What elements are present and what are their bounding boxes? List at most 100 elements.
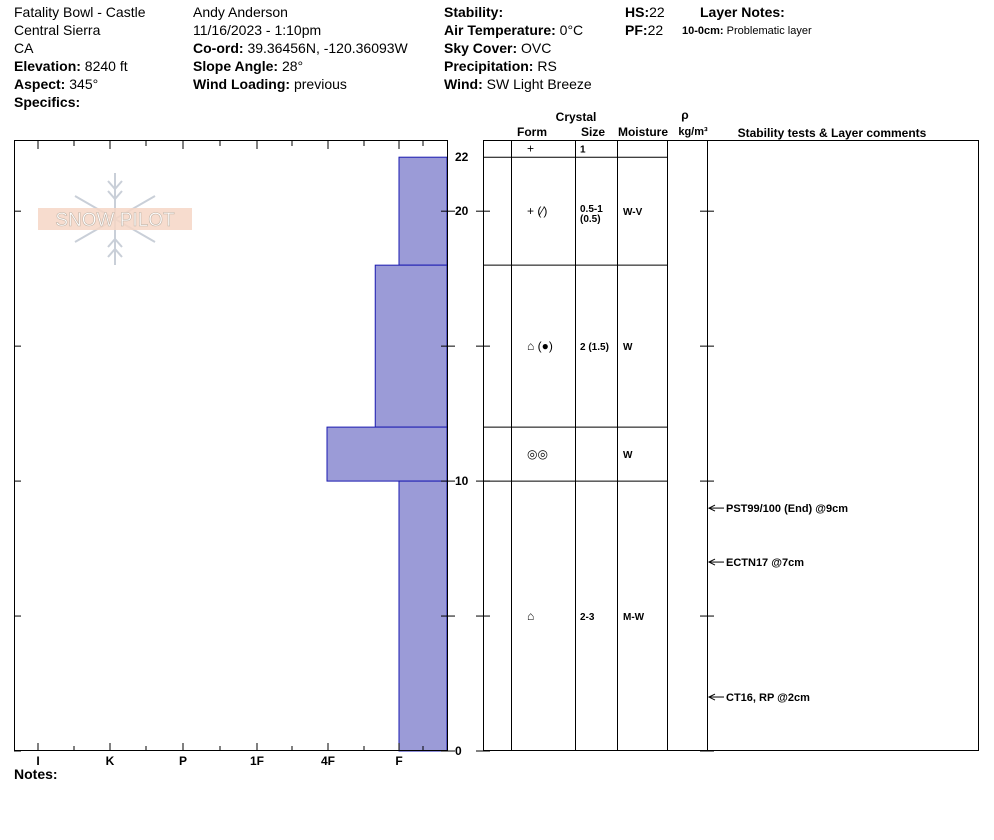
- layer-row-2: ⌂ (●) 2 (1.5) W: [527, 339, 633, 353]
- y-tick-label-0: 0: [455, 744, 462, 758]
- x-tick-label-I: I: [36, 754, 39, 768]
- snowpilot-logo-text: SNOW PILOT: [55, 210, 175, 231]
- layer-size-0: 1: [580, 145, 586, 156]
- slope-value: 28°: [281, 58, 304, 74]
- layer-form-1: + (⁄): [527, 204, 547, 218]
- layer-size-4: 2-3: [580, 612, 595, 623]
- air-temp-row: Air Temperature: 0°C: [444, 21, 583, 39]
- air-temp-value: 0°C: [559, 22, 584, 38]
- aspect-label: Aspect:: [14, 76, 66, 92]
- layer-note-text: Problematic layer: [726, 25, 812, 37]
- slope-label: Slope Angle:: [193, 58, 279, 74]
- layer-form-0: +: [527, 142, 534, 156]
- aspect-row: Aspect: 345°: [14, 75, 98, 93]
- layer-moisture-1: W-V: [623, 207, 643, 218]
- specifics-label: Specifics:: [14, 94, 81, 110]
- elevation-row: Elevation: 8240 ft: [14, 57, 128, 75]
- layer-size-2: 2 (1.5): [580, 342, 609, 353]
- coord-row: Co-ord: 39.36456N, -120.36093W: [193, 39, 408, 57]
- layer-note-row: 10-0cm: Problematic layer: [682, 22, 812, 40]
- wind-row: Wind: SW Light Breeze: [444, 75, 592, 93]
- form-header: Form: [517, 125, 547, 139]
- sky-cover-label: Sky Cover:: [444, 40, 518, 56]
- region-text: Central Sierra: [14, 22, 101, 38]
- layer-note-range: 10-0cm:: [682, 25, 724, 37]
- layer-notes-label: Layer Notes:: [700, 4, 785, 20]
- y-tick-label-22: 22: [455, 150, 469, 164]
- crystal-header: Crystal: [556, 110, 597, 124]
- layer-table-frame: [483, 140, 979, 751]
- layer-notes-heading: Layer Notes:: [700, 3, 785, 21]
- layer-form-3: ◎◎: [527, 447, 548, 461]
- wind-label: Wind:: [444, 76, 483, 92]
- coord-label: Co-ord:: [193, 40, 244, 56]
- specifics-row: Specifics:: [14, 93, 80, 111]
- hardness-bar-0: [398, 156, 448, 266]
- hs-label: HS:: [625, 4, 650, 20]
- pf-label: PF:: [625, 22, 648, 38]
- density-unit: kg/m³: [678, 126, 708, 138]
- y-tick-label-10: 10: [455, 474, 469, 488]
- stability-comments-header: Stability tests & Layer comments: [738, 126, 927, 140]
- stability-test-arrowhead-1: [707, 558, 716, 566]
- hardness-plot-frame: [14, 140, 448, 751]
- stability-label: Stability:: [444, 4, 504, 20]
- sky-cover-value: OVC: [521, 40, 552, 56]
- location-title: Fatality Bowl - Castle: [14, 4, 146, 20]
- pf-row: PF:22: [625, 21, 663, 39]
- wind-loading-label: Wind Loading:: [193, 76, 291, 92]
- snowpilot-logo: SNOW PILOT: [38, 173, 192, 265]
- aspect-value: 345°: [69, 76, 99, 92]
- elevation-value: 8240 ft: [84, 58, 128, 74]
- layer-moisture-3: W: [623, 450, 633, 461]
- hardness-bar-1: [374, 264, 448, 428]
- notes-label: Notes:: [14, 766, 58, 782]
- stability-test-label-0: PST99/100 (End) @9cm: [726, 503, 848, 515]
- layer-row-0: +1: [527, 142, 586, 156]
- sky-cover-row: Sky Cover: OVC: [444, 39, 551, 57]
- stability-test-arrowhead-2: [707, 693, 716, 701]
- layer-row-3: ◎◎ W: [527, 447, 633, 461]
- layer-form-4: ⌂: [527, 609, 534, 623]
- observation-datetime: 11/16/2023 - 1:10pm: [193, 22, 322, 38]
- layer-form-2: ⌂ (●): [527, 339, 553, 353]
- hardness-bar-2: [326, 426, 448, 482]
- size-header: Size: [581, 125, 605, 139]
- wind-loading-value: previous: [293, 76, 347, 92]
- elevation-label: Elevation:: [14, 58, 81, 74]
- stability-test-0: PST99/100 (End) @9cm: [707, 503, 848, 515]
- air-temp-label: Air Temperature:: [444, 22, 556, 38]
- hs-value: 22: [649, 4, 665, 20]
- x-tick-label-1F: 1F: [250, 754, 264, 768]
- precipitation-value: RS: [537, 58, 557, 74]
- notes-row: Notes:: [14, 765, 58, 783]
- pf-value: 22: [647, 22, 664, 38]
- stability-row: Stability:: [444, 3, 503, 21]
- coord-value: 39.36456N, -120.36093W: [247, 40, 408, 56]
- y-tick-label-20: 20: [455, 204, 469, 218]
- slope-row: Slope Angle: 28°: [193, 57, 303, 75]
- hs-row: HS:22: [625, 3, 665, 21]
- precipitation-label: Precipitation:: [444, 58, 534, 74]
- layer-moisture-4: M-W: [623, 612, 645, 623]
- layer-row-1: + (⁄) 0.5-1(0.5) W-V: [527, 204, 643, 225]
- density-symbol: ρ: [681, 108, 688, 122]
- hardness-bar-3: [398, 480, 448, 752]
- wind-loading-row: Wind Loading: previous: [193, 75, 347, 93]
- x-tick-label-F: F: [395, 754, 402, 768]
- layer-moisture-2: W: [623, 342, 633, 353]
- x-tick-label-P: P: [179, 754, 187, 768]
- observer-name: Andy Anderson: [193, 4, 288, 20]
- stability-test-label-1: ECTN17 @7cm: [726, 557, 804, 569]
- layer-size-alt-1: (0.5): [580, 214, 601, 225]
- stability-test-label-2: CT16, RP @2cm: [726, 692, 810, 704]
- stability-test-2: CT16, RP @2cm: [707, 692, 810, 704]
- precipitation-row: Precipitation: RS: [444, 57, 557, 75]
- layer-row-4: ⌂ 2-3 M-W: [527, 609, 645, 623]
- x-tick-label-K: K: [106, 754, 115, 768]
- wind-value: SW Light Breeze: [486, 76, 592, 92]
- stability-test-arrowhead-0: [707, 504, 716, 512]
- x-tick-label-4F: 4F: [321, 754, 335, 768]
- layer-size-1: 0.5-1: [580, 204, 603, 215]
